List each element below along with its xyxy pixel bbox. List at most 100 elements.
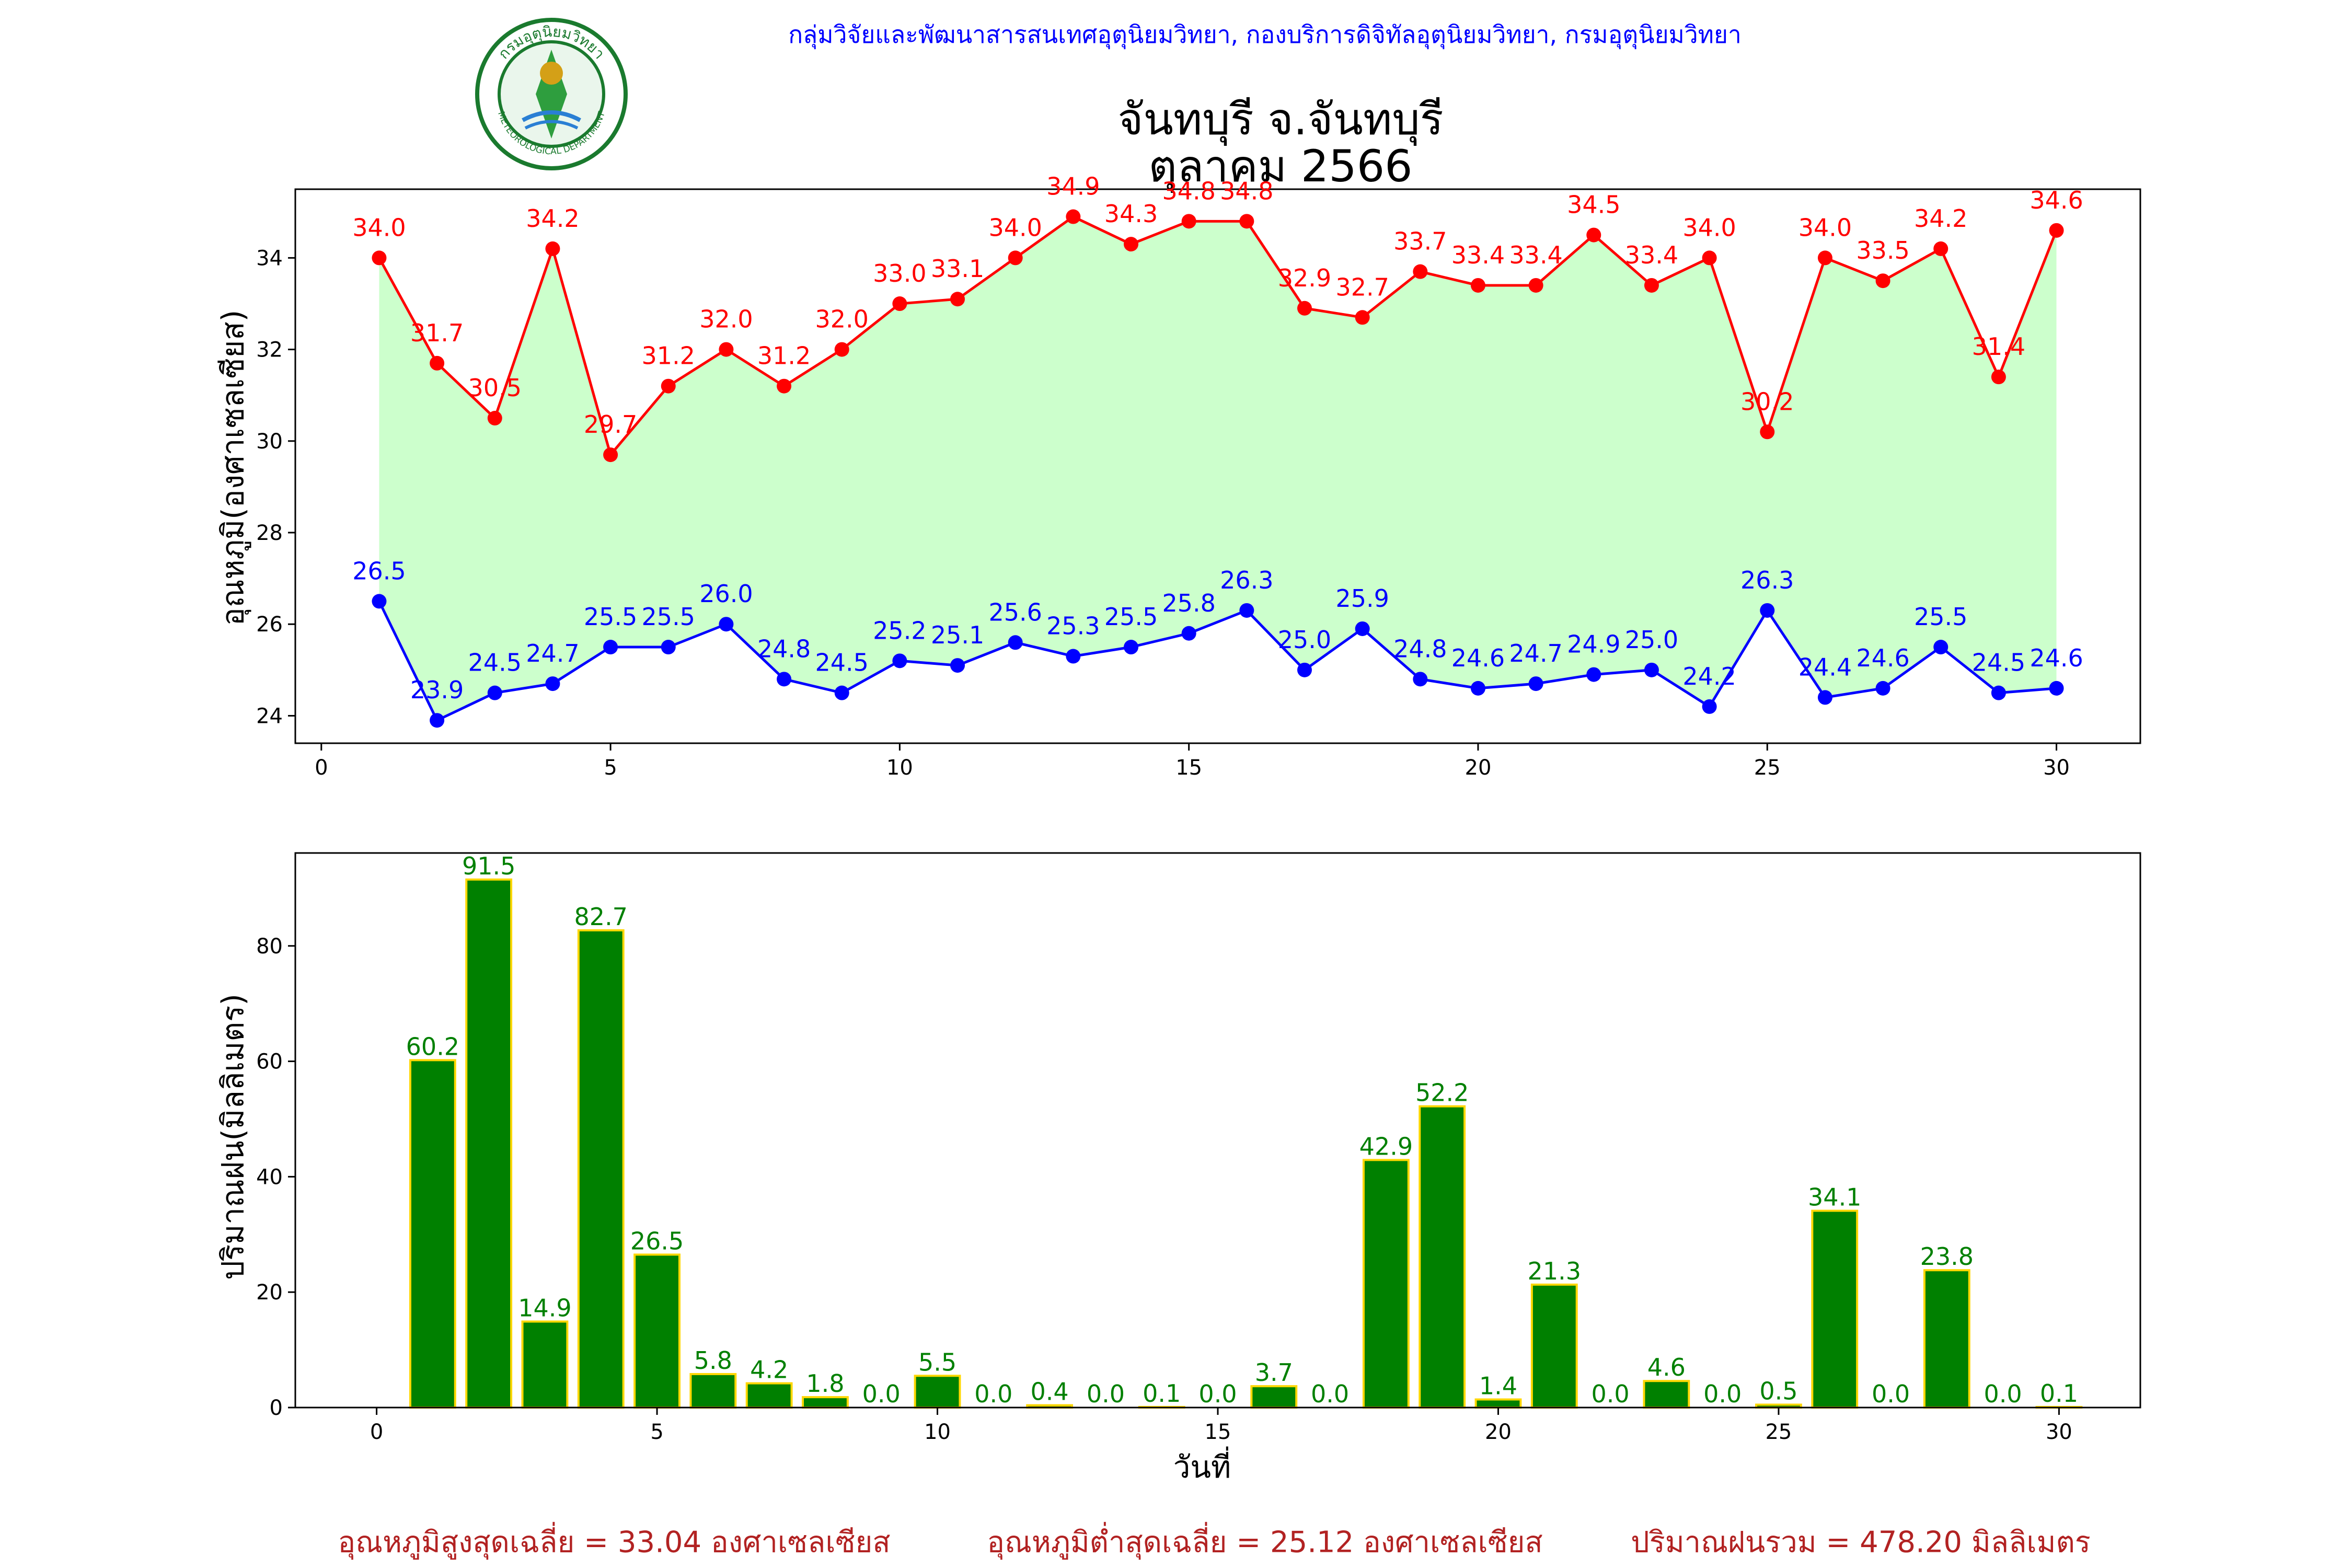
temp-x-tick-label: 15 bbox=[1175, 756, 1202, 780]
max-temp-point bbox=[1760, 424, 1775, 440]
min-temp-point bbox=[1875, 681, 1890, 696]
min-temp-label: 25.5 bbox=[642, 603, 695, 631]
min-temp-label: 25.5 bbox=[584, 603, 637, 631]
rain-bar bbox=[1530, 1283, 1578, 1409]
max-temp-label: 31.2 bbox=[757, 342, 811, 370]
rain-bar bbox=[1474, 1398, 1522, 1409]
max-temp-label: 32.9 bbox=[1278, 264, 1331, 292]
max-temp-point bbox=[487, 411, 502, 426]
rain-value-label: 1.4 bbox=[1479, 1372, 1517, 1400]
rain-value-label: 0.5 bbox=[1759, 1377, 1797, 1405]
rain-bar bbox=[1419, 1105, 1466, 1409]
min-temp-point bbox=[1239, 603, 1254, 618]
max-temp-label: 34.0 bbox=[1682, 213, 1736, 241]
max-temp-point bbox=[1991, 370, 2006, 385]
rain-bar bbox=[1923, 1269, 1970, 1409]
total-rain-summary: ปริมาณฝนรวม = 478.20 มิลลิเมตร bbox=[1631, 1525, 2091, 1560]
max-temp-label: 34.9 bbox=[1046, 172, 1100, 201]
max-temp-point bbox=[1644, 278, 1659, 293]
rain-value-label: 0.0 bbox=[862, 1380, 901, 1408]
rain-value-label: 0.0 bbox=[1872, 1380, 1910, 1408]
rain-value-label: 4.2 bbox=[750, 1356, 788, 1384]
rain-value-label: 42.9 bbox=[1359, 1132, 1413, 1160]
temp-x-tick-label: 0 bbox=[315, 756, 328, 780]
min-temp-label: 25.8 bbox=[1162, 589, 1215, 617]
rain-x-tick-label: 10 bbox=[924, 1420, 951, 1444]
rain-value-label: 21.3 bbox=[1528, 1257, 1581, 1285]
max-temp-point bbox=[661, 378, 676, 394]
rainfall-chart: 60.2 91.5 14.9 82.7 26.5 5.8 4.2 1.8 0.0 5.5 0.0 0.… bbox=[256, 852, 2141, 1444]
rain-x-axis-label: วันที่ bbox=[1173, 1449, 1231, 1485]
rain-value-label: 52.2 bbox=[1415, 1079, 1469, 1107]
temperature-chart: 0 5 10 15 20 25 30 24 26 28 30 32 34 34.0 26.5 31.7 23.9… bbox=[256, 172, 2141, 780]
rain-value-label: 0.4 bbox=[1031, 1378, 1069, 1406]
min-temp-point bbox=[430, 713, 445, 728]
min-temp-point bbox=[545, 676, 560, 691]
rain-value-label: 0.0 bbox=[1087, 1380, 1125, 1408]
temp-x-tick-label: 30 bbox=[2043, 756, 2070, 780]
max-temp-label: 33.1 bbox=[931, 255, 984, 283]
min-temp-point bbox=[1297, 662, 1312, 677]
avg-min-summary: อุณหภูมิต่ำสุดเฉลี่ย = 25.12 องศาเซลเซีย… bbox=[987, 1525, 1543, 1560]
max-temp-label: 34.5 bbox=[1567, 191, 1620, 219]
min-temp-label: 25.0 bbox=[1625, 626, 1678, 654]
max-temp-label: 30.2 bbox=[1740, 387, 1794, 416]
min-temp-point bbox=[1760, 603, 1775, 618]
rain-value-label: 60.2 bbox=[406, 1032, 459, 1060]
max-temp-point bbox=[1413, 264, 1428, 279]
max-temp-line bbox=[378, 215, 2058, 458]
max-temp-point bbox=[545, 241, 560, 256]
rain-value-label: 5.8 bbox=[694, 1346, 732, 1375]
max-temp-point bbox=[1470, 278, 1485, 293]
max-temp-point bbox=[1181, 214, 1196, 229]
max-temp-point bbox=[1586, 227, 1601, 243]
rain-bar bbox=[1643, 1380, 1690, 1409]
min-temp-point bbox=[1528, 676, 1543, 691]
max-temp-point bbox=[719, 342, 734, 357]
min-temp-label: 25.2 bbox=[873, 616, 926, 644]
max-temp-point bbox=[1066, 209, 1081, 224]
min-temp-label: 24.8 bbox=[757, 635, 811, 663]
min-temp-label: 24.7 bbox=[1509, 639, 1562, 667]
temp-y-tick-label: 32 bbox=[256, 338, 283, 362]
rain-bar bbox=[1811, 1209, 1859, 1409]
max-temp-label: 33.4 bbox=[1451, 241, 1505, 269]
min-temp-point bbox=[1586, 667, 1601, 682]
rain-bar bbox=[1362, 1159, 1410, 1409]
rain-plot-frame bbox=[294, 852, 2141, 1409]
min-temp-point bbox=[1817, 690, 1832, 705]
max-temp-point bbox=[372, 250, 387, 266]
temp-plot-frame bbox=[294, 188, 2141, 744]
rain-bar bbox=[521, 1320, 569, 1409]
rain-value-label: 0.0 bbox=[1703, 1380, 1742, 1408]
rain-value-label: 1.8 bbox=[806, 1369, 844, 1398]
temp-y-tick-label: 26 bbox=[256, 613, 283, 637]
rain-value-label: 14.9 bbox=[518, 1294, 571, 1322]
min-temp-label: 26.3 bbox=[1220, 566, 1273, 594]
max-temp-label: 31.2 bbox=[642, 342, 695, 370]
max-temp-label: 30.5 bbox=[468, 374, 522, 402]
min-temp-label: 24.9 bbox=[1567, 630, 1620, 659]
min-temp-label: 25.9 bbox=[1335, 584, 1389, 613]
rain-value-label: 0.1 bbox=[1143, 1379, 1181, 1408]
max-temp-label: 34.0 bbox=[988, 213, 1042, 241]
min-temp-point bbox=[1355, 621, 1370, 636]
min-temp-label: 23.9 bbox=[410, 676, 464, 704]
min-temp-point bbox=[834, 685, 849, 700]
min-temp-point bbox=[487, 685, 502, 700]
temp-y-tick-label: 34 bbox=[256, 246, 283, 270]
max-temp-point bbox=[1008, 250, 1023, 266]
max-temp-label: 31.7 bbox=[410, 319, 464, 347]
org-line: กลุ่มวิจัยและพัฒนาสารสนเทศอุตุนิยมวิทยา,… bbox=[788, 20, 1742, 49]
min-temp-label: 26.3 bbox=[1740, 566, 1794, 594]
max-temp-point bbox=[2049, 223, 2064, 238]
max-temp-label: 34.8 bbox=[1220, 177, 1273, 205]
rain-x-tick-label: 25 bbox=[1765, 1420, 1792, 1444]
rain-x-tick-label: 5 bbox=[650, 1420, 663, 1444]
max-temp-label: 34.6 bbox=[2030, 186, 2083, 214]
max-temp-label: 32.7 bbox=[1335, 273, 1389, 301]
rain-value-label: 0.0 bbox=[974, 1380, 1012, 1408]
min-temp-label: 25.5 bbox=[1914, 603, 1967, 631]
temp-x-tick-label: 20 bbox=[1465, 756, 1492, 780]
min-temp-point bbox=[1066, 649, 1081, 664]
